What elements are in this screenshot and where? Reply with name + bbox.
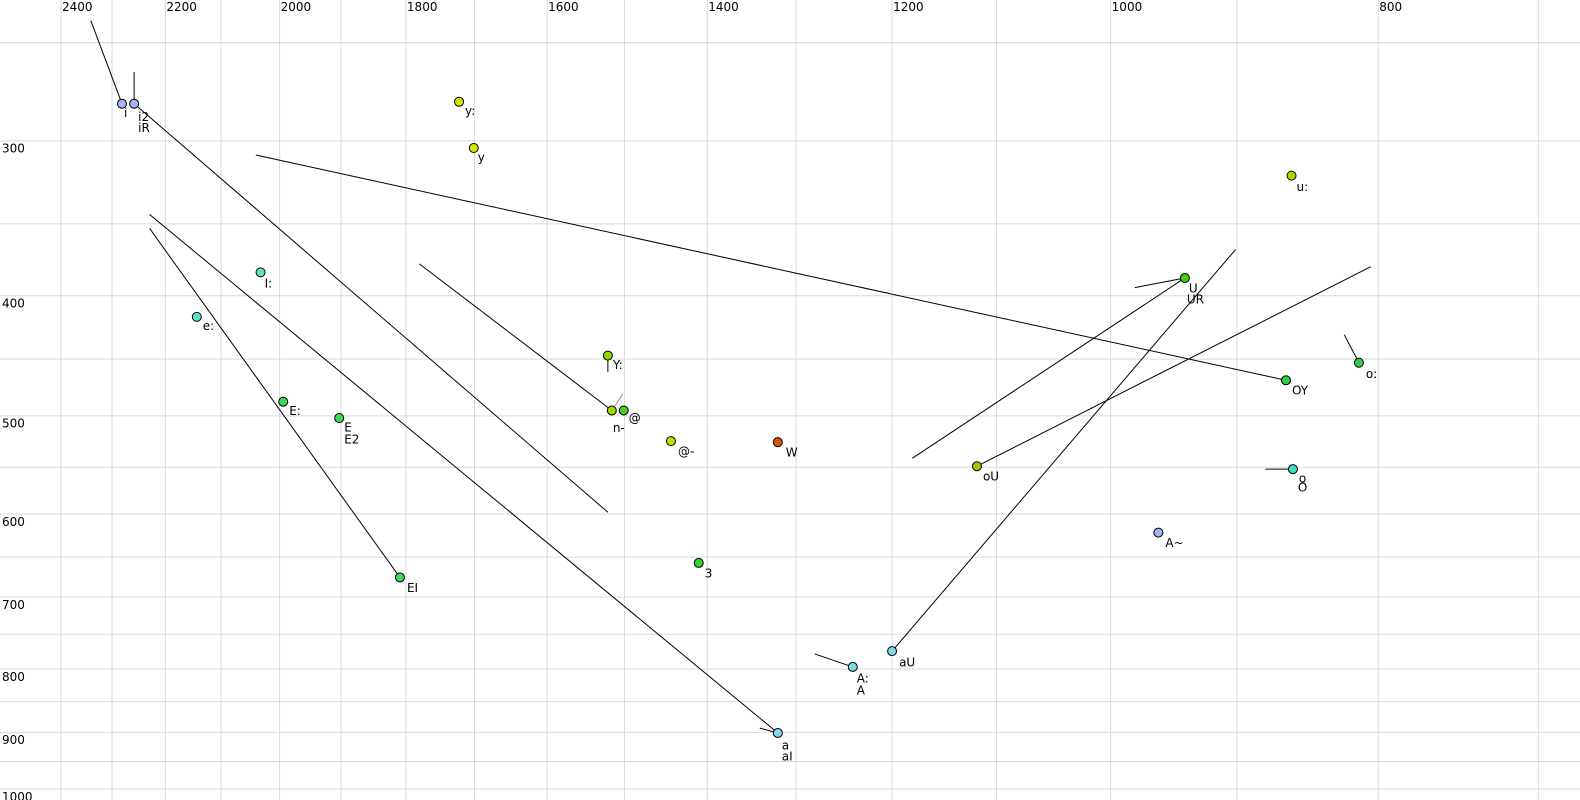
trajectory-aI-glide (149, 214, 779, 734)
trajectory-A:-tick (814, 653, 853, 668)
point-label-e:: e: (203, 319, 214, 333)
x-tick-1600: 1600 (548, 0, 579, 14)
point-label-aU: aU (899, 656, 915, 670)
point-label-U: U (1189, 281, 1198, 295)
point-label-@: @ (629, 411, 641, 425)
point-label-I:: I: (265, 277, 273, 291)
point-W[interactable] (772, 437, 783, 448)
point-label-W: W (786, 446, 798, 460)
point-label-EI: EI (407, 581, 418, 595)
x-tick-800: 800 (1379, 0, 1402, 14)
trajectory-OY-glide (255, 154, 1287, 381)
point-y[interactable] (468, 142, 479, 153)
point-oU[interactable] (971, 461, 982, 472)
point-label-o-1: O (1298, 481, 1307, 495)
point-Y:[interactable] (602, 350, 613, 361)
point-A~[interactable] (1153, 527, 1164, 538)
point-@[interactable] (618, 405, 629, 416)
point-label-oU: oU (983, 470, 999, 484)
trajectory-i2-glide (133, 103, 609, 513)
point-3[interactable] (693, 557, 704, 568)
trajectory-o:-tick (1343, 334, 1360, 363)
point-OY[interactable] (1280, 375, 1291, 386)
point-label-E: E (344, 420, 352, 434)
y-tick-300: 300 (2, 142, 25, 156)
point-E:[interactable] (278, 396, 289, 407)
point-label-OY: OY (1292, 384, 1309, 398)
point-@-[interactable] (665, 436, 676, 447)
x-tick-2400: 2400 (62, 0, 93, 14)
point-label-U-1: UR (1187, 292, 1204, 306)
point-label-i: i (124, 106, 127, 120)
point-EI[interactable] (394, 572, 405, 583)
y-tick-800: 800 (2, 670, 25, 684)
x-tick-1800: 1800 (407, 0, 438, 14)
point-label-Y:: Y: (612, 358, 623, 372)
y-axis-tick-labels: 300 400 500 600 700 800 900 1000 (2, 142, 33, 800)
point-i2[interactable] (129, 98, 140, 109)
x-tick-1200: 1200 (893, 0, 924, 14)
point-e:[interactable] (191, 311, 202, 322)
y-tick-400: 400 (2, 297, 25, 311)
point-label-n-: n- (613, 421, 625, 435)
point-label-i2: i2 (138, 110, 149, 124)
y-tick-1000: 1000 (2, 790, 33, 800)
trajectory-i-glide (90, 20, 123, 104)
point-label-A:: A: (857, 671, 869, 685)
point-y:[interactable] (454, 96, 465, 107)
point-label-E:: E: (289, 404, 301, 418)
point-aU[interactable] (887, 646, 898, 657)
x-tick-2000: 2000 (281, 0, 312, 14)
trajectory-aU-glide (891, 249, 1237, 652)
y-tick-600: 600 (2, 515, 25, 529)
trajectory-n-glide (419, 263, 613, 411)
point-o[interactable] (1287, 464, 1298, 475)
x-tick-1000: 1000 (1112, 0, 1143, 14)
y-tick-700: 700 (2, 598, 25, 612)
y-tick-900: 900 (2, 733, 25, 747)
point-label-i2-1: iR (138, 121, 150, 135)
point-E[interactable] (334, 413, 345, 424)
point-label-y:: y: (465, 104, 475, 118)
x-tick-1400: 1400 (708, 0, 739, 14)
point-I:[interactable] (255, 267, 266, 278)
point-u:[interactable] (1286, 170, 1297, 181)
trajectory-lines (90, 20, 1371, 734)
trajectory-U-glide (911, 277, 1186, 459)
point-n-[interactable] (606, 405, 617, 416)
trajectory-EI-glide (149, 228, 401, 578)
point-label-E-1: E2 (344, 432, 359, 446)
point-a[interactable] (772, 727, 783, 738)
data-points (116, 96, 1364, 738)
point-label-o:: o: (1366, 367, 1377, 381)
point-i[interactable] (116, 98, 127, 109)
point-label-A:-1: A (857, 683, 866, 697)
point-label-y: y (478, 150, 485, 164)
x-axis-tick-labels: 2400 2200 2000 1800 1600 1400 1200 1000 800 (62, 0, 1402, 14)
trajectory-U-tick (1134, 277, 1185, 289)
trajectory-oU-glide (976, 266, 1371, 467)
point-A:[interactable] (847, 661, 858, 672)
point-label-a-1: aI (782, 749, 793, 763)
point-o:[interactable] (1353, 357, 1364, 368)
y-tick-500: 500 (2, 417, 25, 431)
point-label-a: a (782, 738, 789, 752)
point-U[interactable] (1179, 272, 1190, 283)
point-label-o: o (1299, 472, 1306, 486)
x-tick-2200: 2200 (166, 0, 197, 14)
point-label-A~: A~ (1165, 536, 1183, 550)
point-label-u:: u: (1297, 180, 1309, 194)
point-label-3: 3 (705, 566, 713, 580)
point-label-@-: @- (678, 444, 694, 458)
